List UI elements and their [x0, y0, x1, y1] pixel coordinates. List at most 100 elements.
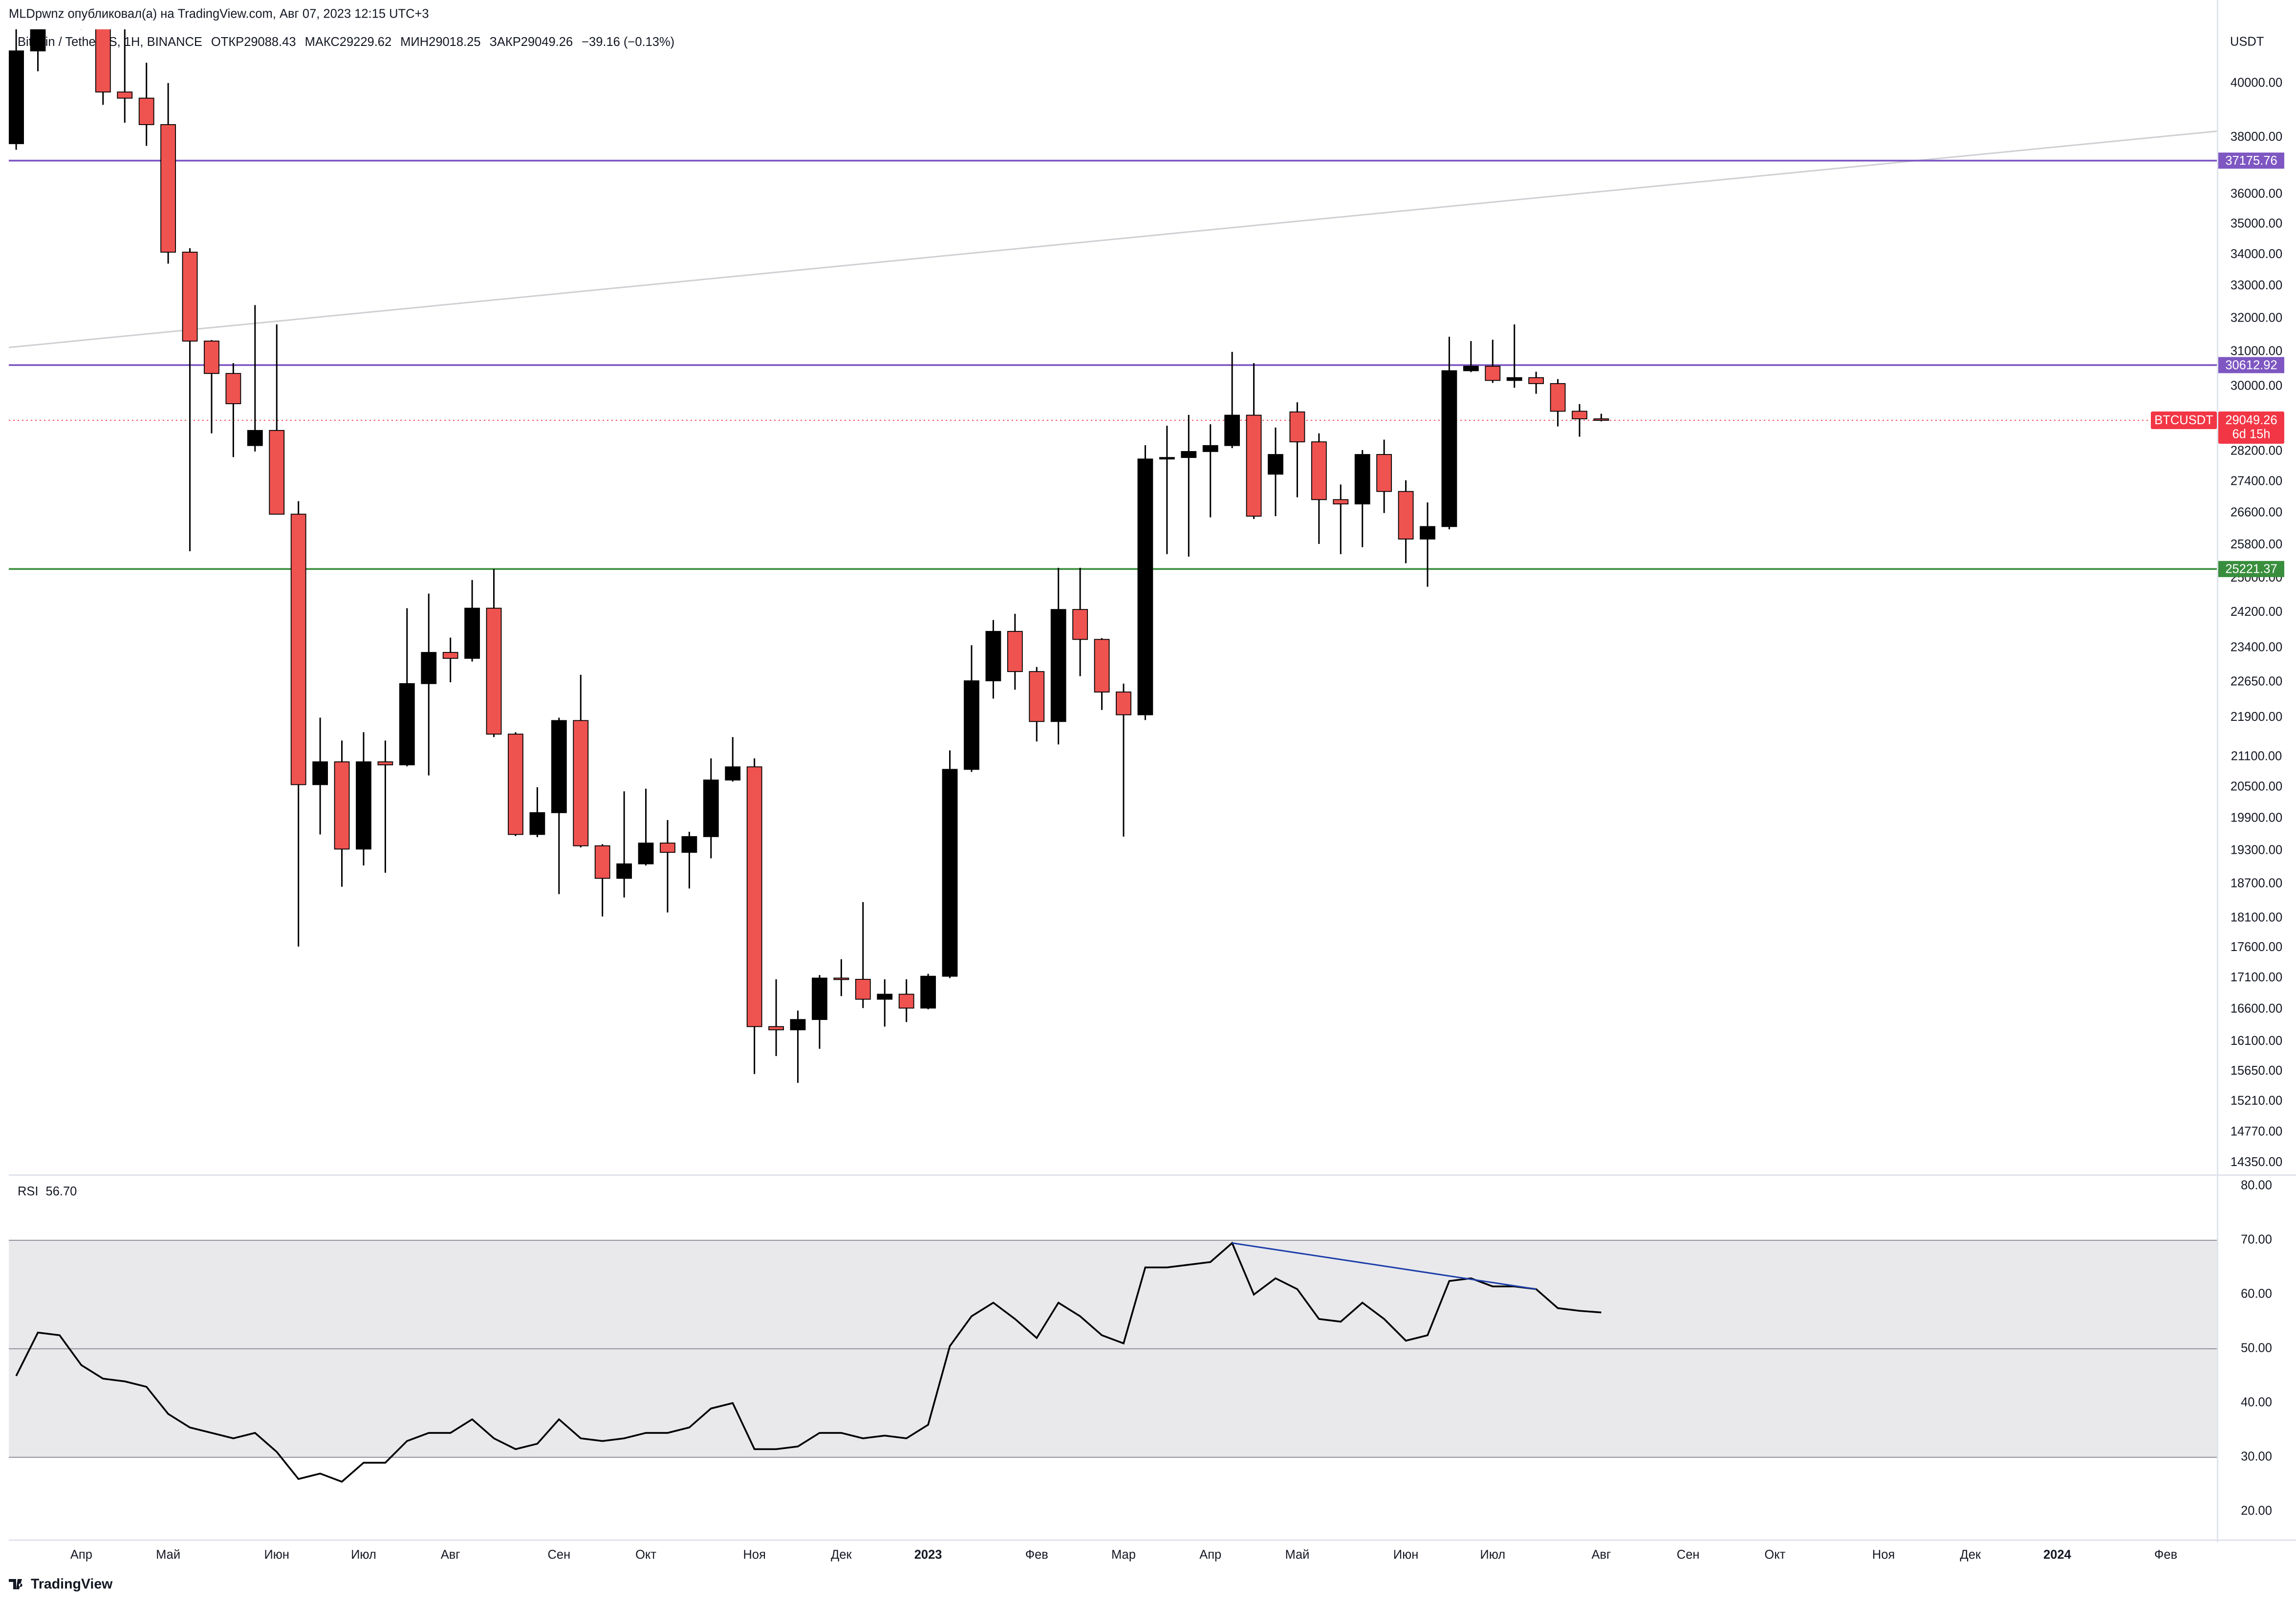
x-tick-label: Дек — [831, 1548, 852, 1562]
candle-body — [1376, 454, 1392, 492]
rsi-name: RSI — [18, 1185, 39, 1198]
x-tick-label: Июн — [264, 1548, 289, 1562]
candle-body — [1137, 458, 1153, 715]
x-tick-label: Ноя — [1872, 1548, 1895, 1562]
candle-body — [508, 734, 523, 835]
level-label: 37175.76 — [2225, 154, 2277, 168]
candle-body — [225, 373, 241, 404]
candle-body — [1268, 454, 1283, 475]
candle-body — [1050, 609, 1066, 722]
candle-body — [855, 979, 871, 1000]
candle-body — [1116, 692, 1131, 715]
y-tick-label: 22650.00 — [2231, 675, 2282, 689]
candle-body — [138, 97, 154, 125]
candle-body — [269, 430, 285, 515]
logo-mark — [9, 1579, 22, 1589]
candle-body — [1572, 411, 1587, 419]
candle-body — [877, 994, 893, 1000]
x-tick-label: Сен — [1677, 1548, 1700, 1562]
candle-body — [638, 843, 654, 865]
candle-body — [464, 607, 480, 659]
y-tick-label: 16100.00 — [2231, 1034, 2282, 1048]
rsi-legend: RSI 56.70 — [18, 1185, 77, 1198]
x-tick-label: Ноя — [743, 1548, 765, 1562]
candle-body — [1441, 370, 1457, 527]
last-price-label: 29049.26 — [2225, 413, 2277, 427]
candle-body — [768, 1026, 784, 1031]
candle-body — [1181, 451, 1197, 458]
x-tick-label: Апр — [70, 1548, 92, 1562]
high-value: МАКС29229.62 — [305, 35, 392, 49]
candle-body — [1485, 366, 1501, 381]
y-tick-label: 15650.00 — [2231, 1064, 2282, 1078]
candle-body — [703, 779, 719, 837]
x-tick-label: Сен — [547, 1548, 570, 1562]
x-tick-label: Авг — [1592, 1548, 1611, 1562]
candle-body — [1311, 441, 1327, 500]
rsi-tick-label: 30.00 — [2241, 1450, 2272, 1464]
rsi-tick-label: 80.00 — [2241, 1179, 2272, 1192]
x-tick-label: Окт — [635, 1548, 656, 1562]
candle-body — [1398, 491, 1414, 540]
y-tick-label: 25800.00 — [2231, 538, 2282, 551]
candle-body — [1289, 411, 1305, 443]
x-tick-label: Июл — [1480, 1548, 1505, 1562]
candle-body — [1333, 499, 1349, 505]
candle-body — [1094, 639, 1110, 692]
x-tick-label: Окт — [1764, 1548, 1785, 1562]
candle-body — [898, 994, 914, 1009]
footer-logo: TradingView — [9, 1577, 113, 1592]
candle-body — [660, 843, 675, 853]
y-tick-label: 17100.00 — [2231, 971, 2282, 984]
rsi-tick-label: 50.00 — [2241, 1341, 2272, 1355]
candle-body — [117, 91, 133, 99]
price-pane — [9, 29, 2217, 1083]
y-tick-label: 26600.00 — [2231, 505, 2282, 519]
candle-body — [442, 652, 458, 659]
candle-body — [594, 845, 610, 879]
candle-body — [616, 863, 632, 879]
candle-body — [1072, 609, 1088, 640]
y-tick-label: 30000.00 — [2231, 379, 2282, 392]
candle-body — [1593, 418, 1609, 421]
rsi-tick-label: 60.00 — [2241, 1287, 2272, 1301]
y-tick-label: 23400.00 — [2231, 641, 2282, 654]
rsi-tick-label: 40.00 — [2241, 1396, 2272, 1409]
candle-body — [290, 514, 306, 785]
candle-body — [312, 761, 328, 785]
level-label: 30612.92 — [2225, 358, 2277, 372]
candle-body — [1550, 383, 1566, 412]
candle-body — [204, 340, 219, 374]
y-tick-label: 38000.00 — [2231, 130, 2282, 144]
candle-body — [247, 430, 263, 446]
candle-body — [1159, 457, 1175, 460]
candle-body — [486, 607, 502, 735]
x-tick-label: Фев — [2154, 1548, 2177, 1562]
low-value: МИН29018.25 — [400, 35, 480, 49]
candle-body — [1506, 377, 1522, 381]
y-tick-label: 24200.00 — [2231, 605, 2282, 619]
candle-body — [985, 631, 1001, 682]
candle-body — [1354, 454, 1370, 505]
change-value: −39.16 (−0.13%) — [582, 35, 674, 49]
rsi-tick-label: 20.00 — [2241, 1504, 2272, 1518]
x-tick-label: Дек — [1960, 1548, 1981, 1562]
y-tick-label: 31000.00 — [2231, 345, 2282, 358]
currency-label: USDT — [2230, 35, 2264, 49]
candle-body — [356, 761, 371, 850]
y-tick-label: 36000.00 — [2231, 187, 2282, 201]
last-price-box — [2218, 411, 2284, 444]
candle-body — [1463, 366, 1479, 371]
candle-body — [1224, 414, 1240, 446]
rsi-line — [15, 1241, 1602, 1483]
candle-body — [746, 766, 762, 1027]
x-tick-label: Июн — [1393, 1548, 1419, 1562]
x-tick-label: Май — [1285, 1548, 1309, 1562]
candle-body — [421, 652, 437, 684]
y-tick-label: 14770.00 — [2231, 1125, 2282, 1139]
x-tick-label: Июл — [351, 1548, 376, 1562]
countdown-label: 6d 15h — [2232, 428, 2271, 441]
y-tick-label: 18700.00 — [2231, 876, 2282, 890]
x-tick-label: 2023 — [914, 1548, 942, 1562]
